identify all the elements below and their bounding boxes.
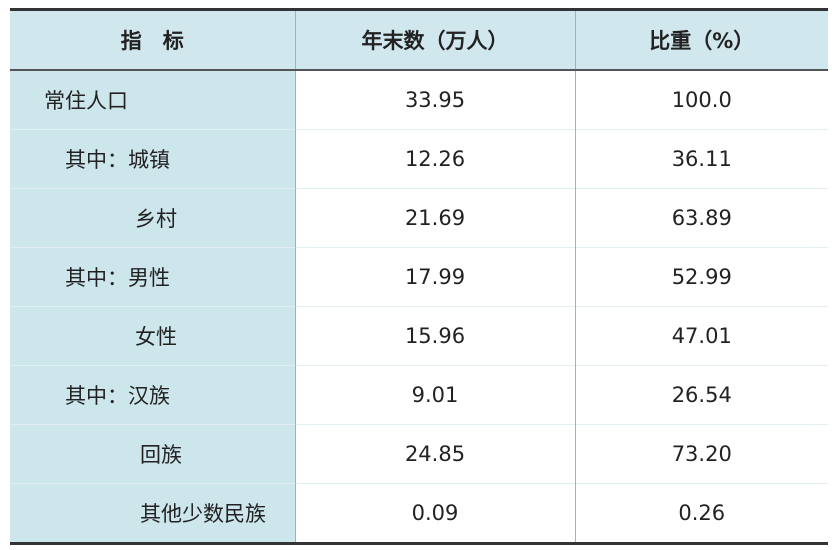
value-cell: 12.26 (294, 129, 576, 189)
table-body: 常住人口 33.95 100.0 其中：城镇 12.26 36.11 乡村 21.69 63.8… (10, 69, 828, 544)
value-cell: 36.11 (574, 129, 828, 189)
indicator-cell: 回族 (10, 424, 296, 484)
value-cell: 9.01 (294, 365, 576, 425)
header-cell: 指 标 (10, 9, 296, 71)
indicator-cell: 其中：男性 (10, 247, 296, 307)
header-cell: 年末数（万人） (294, 9, 576, 71)
value-cell: 100.0 (574, 69, 828, 130)
value-cell: 0.26 (574, 483, 828, 544)
indicator-cell: 乡村 (10, 188, 296, 248)
header-cell: 比重（%） (574, 9, 828, 71)
value-cell: 15.96 (294, 306, 576, 366)
value-cell: 21.69 (294, 188, 576, 248)
value-cell: 73.20 (574, 424, 828, 484)
table-row: 其中：男性 17.99 52.99 (10, 247, 828, 307)
indicator-cell: 女性 (10, 306, 296, 366)
indicator-cell: 其中：城镇 (10, 129, 296, 189)
table-row: 其中：城镇 12.26 36.11 (10, 129, 828, 189)
value-cell: 63.89 (574, 188, 828, 248)
header-row: 指 标 年末数（万人） 比重（%） (10, 9, 828, 71)
table-row: 其中：汉族 9.01 26.54 (10, 365, 828, 425)
table-row: 常住人口 33.95 100.0 (10, 69, 828, 130)
table-row: 其他少数民族 0.09 0.26 (10, 483, 828, 544)
table-row: 乡村 21.69 63.89 (10, 188, 828, 248)
table-row: 回族 24.85 73.20 (10, 424, 828, 484)
value-cell: 33.95 (294, 69, 576, 130)
value-cell: 24.85 (294, 424, 576, 484)
indicator-cell: 其中：汉族 (10, 365, 296, 425)
indicator-cell: 常住人口 (10, 69, 296, 130)
indicator-cell: 其他少数民族 (10, 483, 296, 544)
table-row: 女性 15.96 47.01 (10, 306, 828, 366)
value-cell: 52.99 (574, 247, 828, 307)
value-cell: 0.09 (294, 483, 576, 544)
value-cell: 17.99 (294, 247, 576, 307)
value-cell: 47.01 (574, 306, 828, 366)
data-table: 指 标 年末数（万人） 比重（%） 常住人口 33.95 100.0 其中：城镇 12.… (10, 8, 828, 545)
value-cell: 26.54 (574, 365, 828, 425)
